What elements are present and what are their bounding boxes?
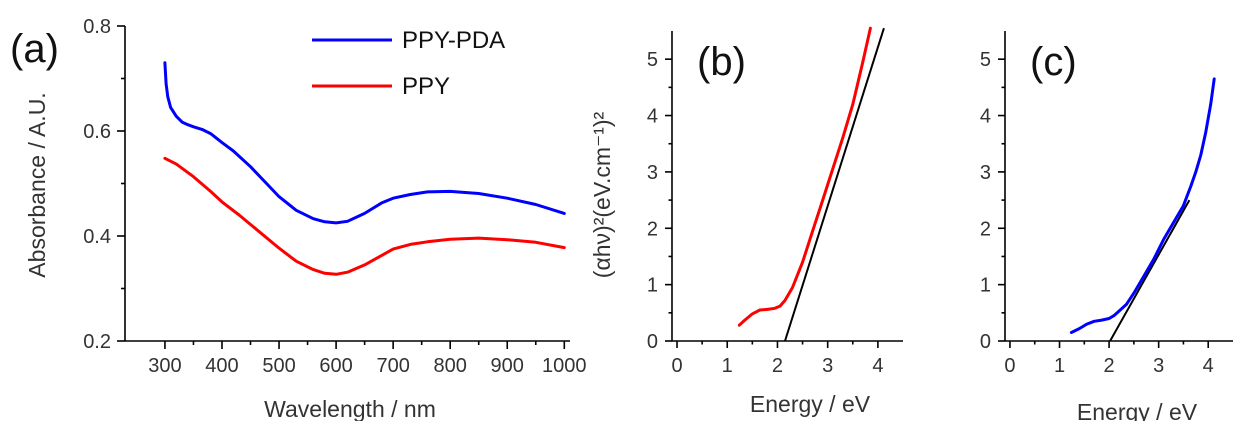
panel-b-y-tick-label: 2 [647,218,658,240]
panel-b-y-tick-label: 1 [647,275,658,297]
panel-a-x-tick-label: 400 [205,355,238,377]
panel-c-y-tick-label: 4 [980,106,991,128]
panel-c-x-tick-label: 4 [1203,355,1214,377]
panel-c-y-tick-label: 0 [980,331,991,353]
panel-c-series-line-series-0 [1069,77,1216,334]
legend-label-ppy-pda: PPY-PDA [402,27,505,54]
panel-a-plot-area: 300 400 500 600 700 800 900 1000 0.2 0.4 0.6 0.8 [83,16,586,377]
panel-a-series-line-ppy-pda [163,61,566,225]
panel-a-series-line-ppy [163,156,566,276]
panel-b-x-tick-label: 4 [872,355,883,377]
panel-c-y-tick-label: 3 [980,162,991,184]
panel-a-x-tick-label: 800 [434,355,467,377]
panel-a-x-tick-label: 300 [148,355,181,377]
panel-c-plot-area: 0 1 2 3 4 0 1 2 3 4 5 [980,31,1233,377]
panel-b-linear-fit-line [784,27,885,342]
panel-b-x-tick-label: 0 [671,355,682,377]
panel-a-y-tick-label: 0.4 [83,226,111,248]
panel-c-x-tick-label: 2 [1104,355,1115,377]
panel-a-x-tick-label: 1000 [542,355,587,377]
panel-b-x-axis-title: Energy / eV [750,391,871,417]
panel-c-x-axis-title: Energy / eV [1077,399,1198,421]
panel-a-label: (a) [10,27,59,71]
panel-a-y-tick-label: 0.2 [83,331,111,353]
panel-c-x-tick-label: 1 [1054,355,1065,377]
panel-a-x-tick-label: 600 [319,355,352,377]
panel-b-tauc-plot: (b) 0 1 2 3 4 0 1 2 3 4 5 Energy / eV (αhν)²(eV.cm… [589,26,903,417]
panel-b-series-line-series-0 [737,26,872,327]
panel-a-y-tick-label: 0.6 [83,121,111,143]
panel-a-x-tick-label: 500 [262,355,295,377]
panel-b-y-axis-title: (αhν)²(eV.cm⁻¹)² [589,111,615,278]
panel-b-y-tick-label: 5 [647,49,658,71]
panel-a-y-tick-label: 0.8 [83,16,111,38]
panel-a-x-axis-title: Wavelength / nm [264,396,436,421]
panel-c-y-tick-label: 5 [980,49,991,71]
panel-a-legend: PPY-PDA PPY [312,27,505,100]
panel-c-x-tick-label: 0 [1004,355,1015,377]
panel-c-linear-fit-line [1109,199,1191,342]
panel-b-label: (b) [697,40,746,84]
panel-b-y-tick-label: 0 [647,331,658,353]
panel-b-x-tick-label: 3 [822,355,833,377]
panel-b-x-tick-label: 2 [772,355,783,377]
panel-a-x-tick-label: 700 [376,355,409,377]
panel-c-y-tick-label: 2 [980,218,991,240]
panel-c-label: (c) [1030,40,1077,84]
panel-a-x-tick-label: 900 [491,355,524,377]
panel-c-x-tick-label: 3 [1153,355,1164,377]
panel-b-y-tick-label: 3 [647,162,658,184]
panel-a-y-axis-title: Absorbance / A.U. [24,92,50,277]
panel-b-x-tick-label: 1 [722,355,733,377]
panel-c-y-tick-label: 1 [980,275,991,297]
legend-label-ppy: PPY [402,73,450,100]
panel-b-y-tick-label: 4 [647,106,658,128]
panel-c-tauc-plot: (c) 0 1 2 3 4 0 1 2 3 4 5 Energy / eV [980,31,1233,421]
panel-a-absorbance-chart: (a) 300 400 500 600 700 800 900 1000 0.2 0.4 0.6 0.… [10,16,587,421]
panel-b-plot-area: 0 1 2 3 4 0 1 2 3 4 5 [647,26,903,377]
